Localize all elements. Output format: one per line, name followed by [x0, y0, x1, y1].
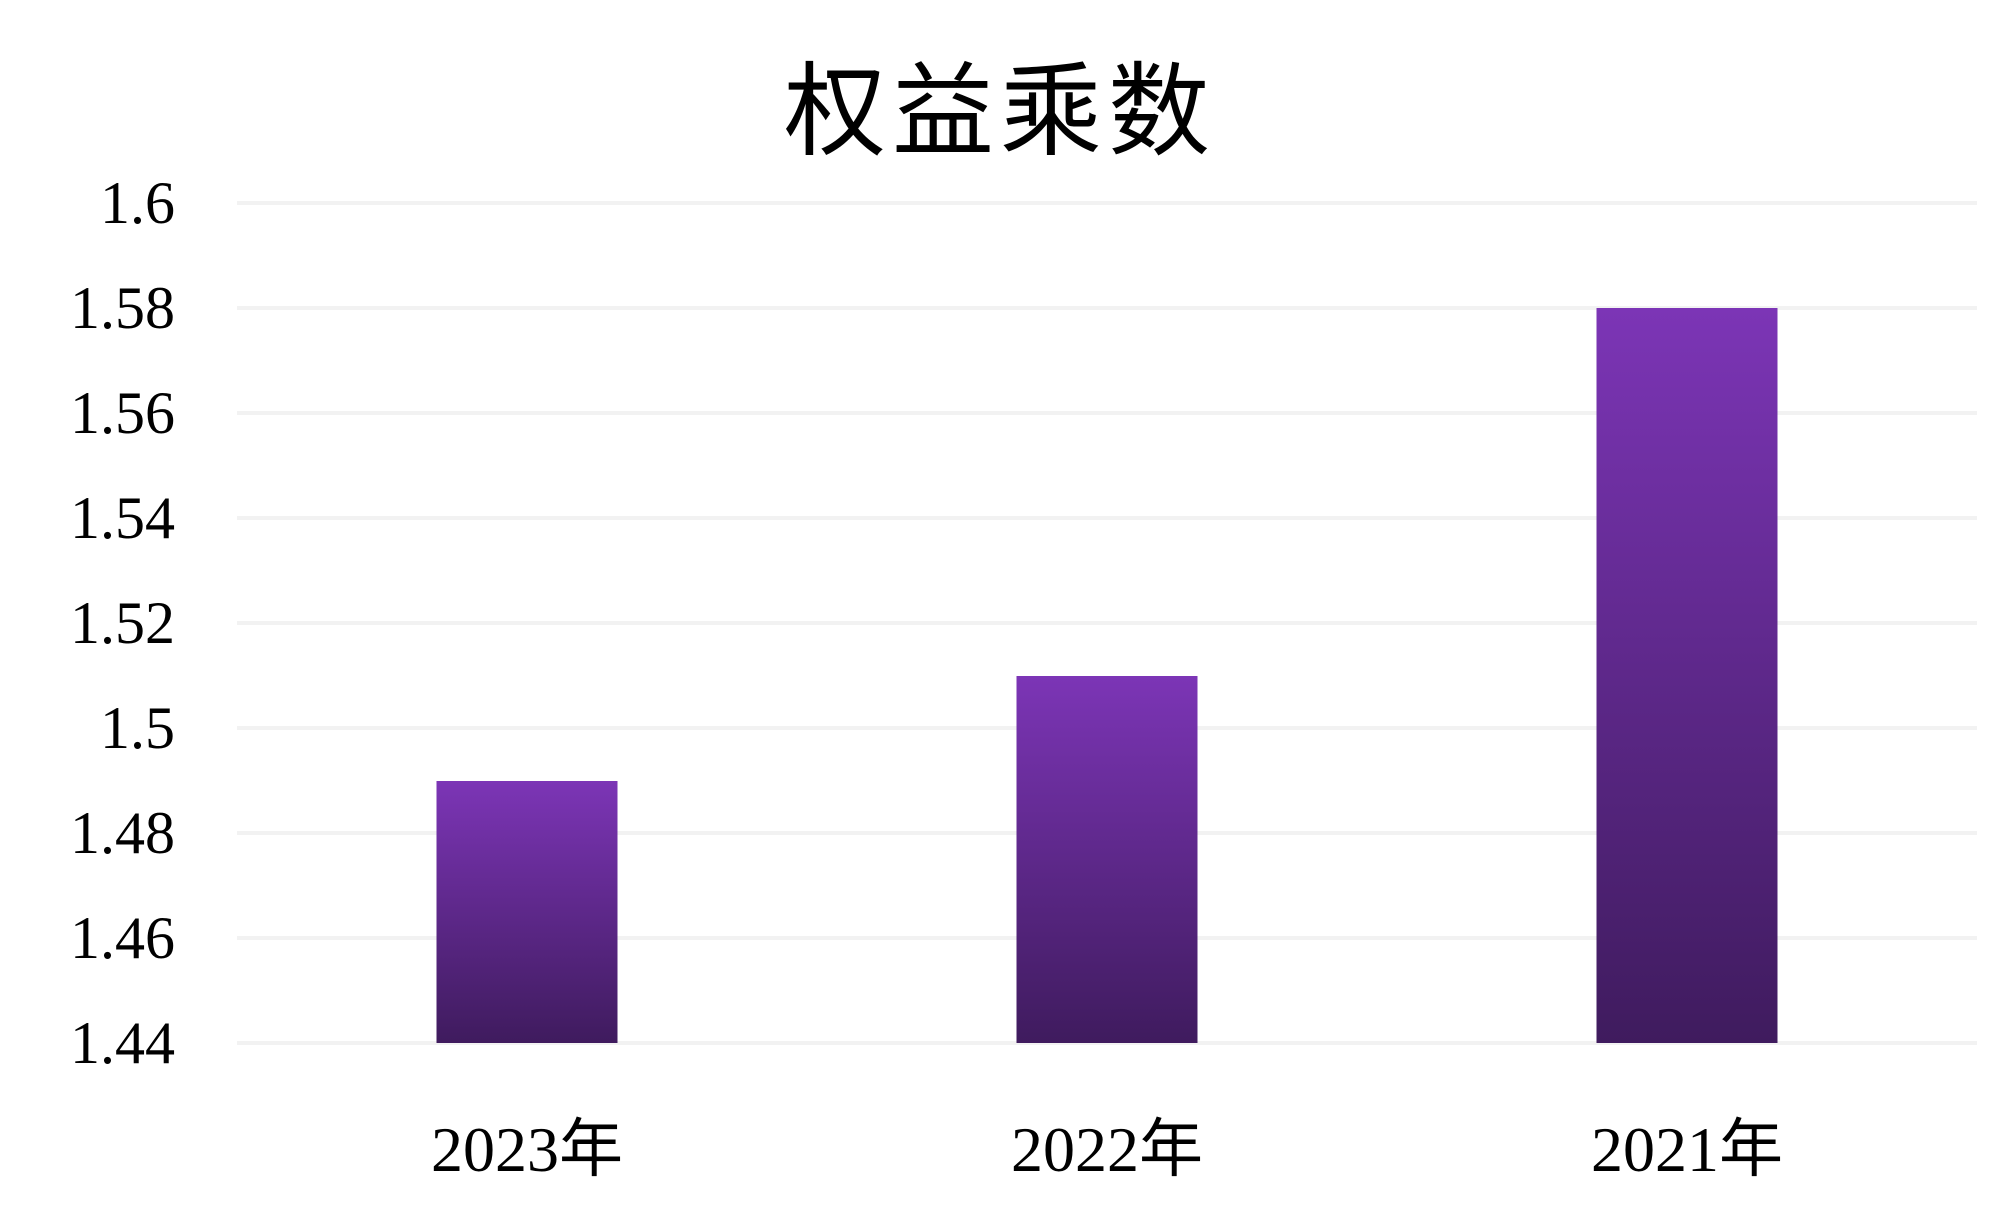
bar-slot-2021年: [1397, 203, 1977, 1043]
y-tick-label-1.5: 1.5: [100, 695, 175, 761]
x-category-label-2022年: 2022年: [1011, 1114, 1203, 1185]
bar-slot-2023年: [237, 203, 817, 1043]
y-tick-label-1.58: 1.58: [70, 275, 175, 341]
x-category-label-2021年: 2021年: [1591, 1114, 1783, 1185]
bar-2023年: [436, 780, 618, 1043]
y-tick-label-1.46: 1.46: [70, 905, 175, 971]
gridline-1.6: [237, 201, 1977, 205]
chart-title: 权益乘数: [784, 57, 1216, 170]
y-tick-label-1.6: 1.6: [100, 170, 175, 236]
y-tick-label-1.52: 1.52: [70, 590, 175, 656]
gridline-1.52: [237, 621, 1977, 625]
plot-area: 1.6 1.58 1.56 1.54 1.52 1.5 1.48 1.46 1.44: [70, 173, 1977, 1073]
gridline-1.54: [237, 516, 1977, 520]
x-axis-labels: 2023年 2022年 2021年: [237, 1118, 1977, 1198]
gridline-1.56: [237, 411, 1977, 415]
y-tick-label-1.56: 1.56: [70, 380, 175, 446]
x-category-label-2023年: 2023年: [430, 1114, 623, 1185]
y-tick-label-1.54: 1.54: [70, 485, 175, 551]
gridline-1.58: [237, 306, 1977, 310]
gridline-1.44: [237, 1041, 1977, 1045]
bar-2021年: [1596, 308, 1778, 1043]
bar-2022年: [1016, 675, 1198, 1043]
bar-slot-2022年: [817, 203, 1397, 1043]
y-tick-label-1.48: 1.48: [70, 800, 175, 866]
y-tick-label-1.44: 1.44: [70, 1010, 175, 1076]
